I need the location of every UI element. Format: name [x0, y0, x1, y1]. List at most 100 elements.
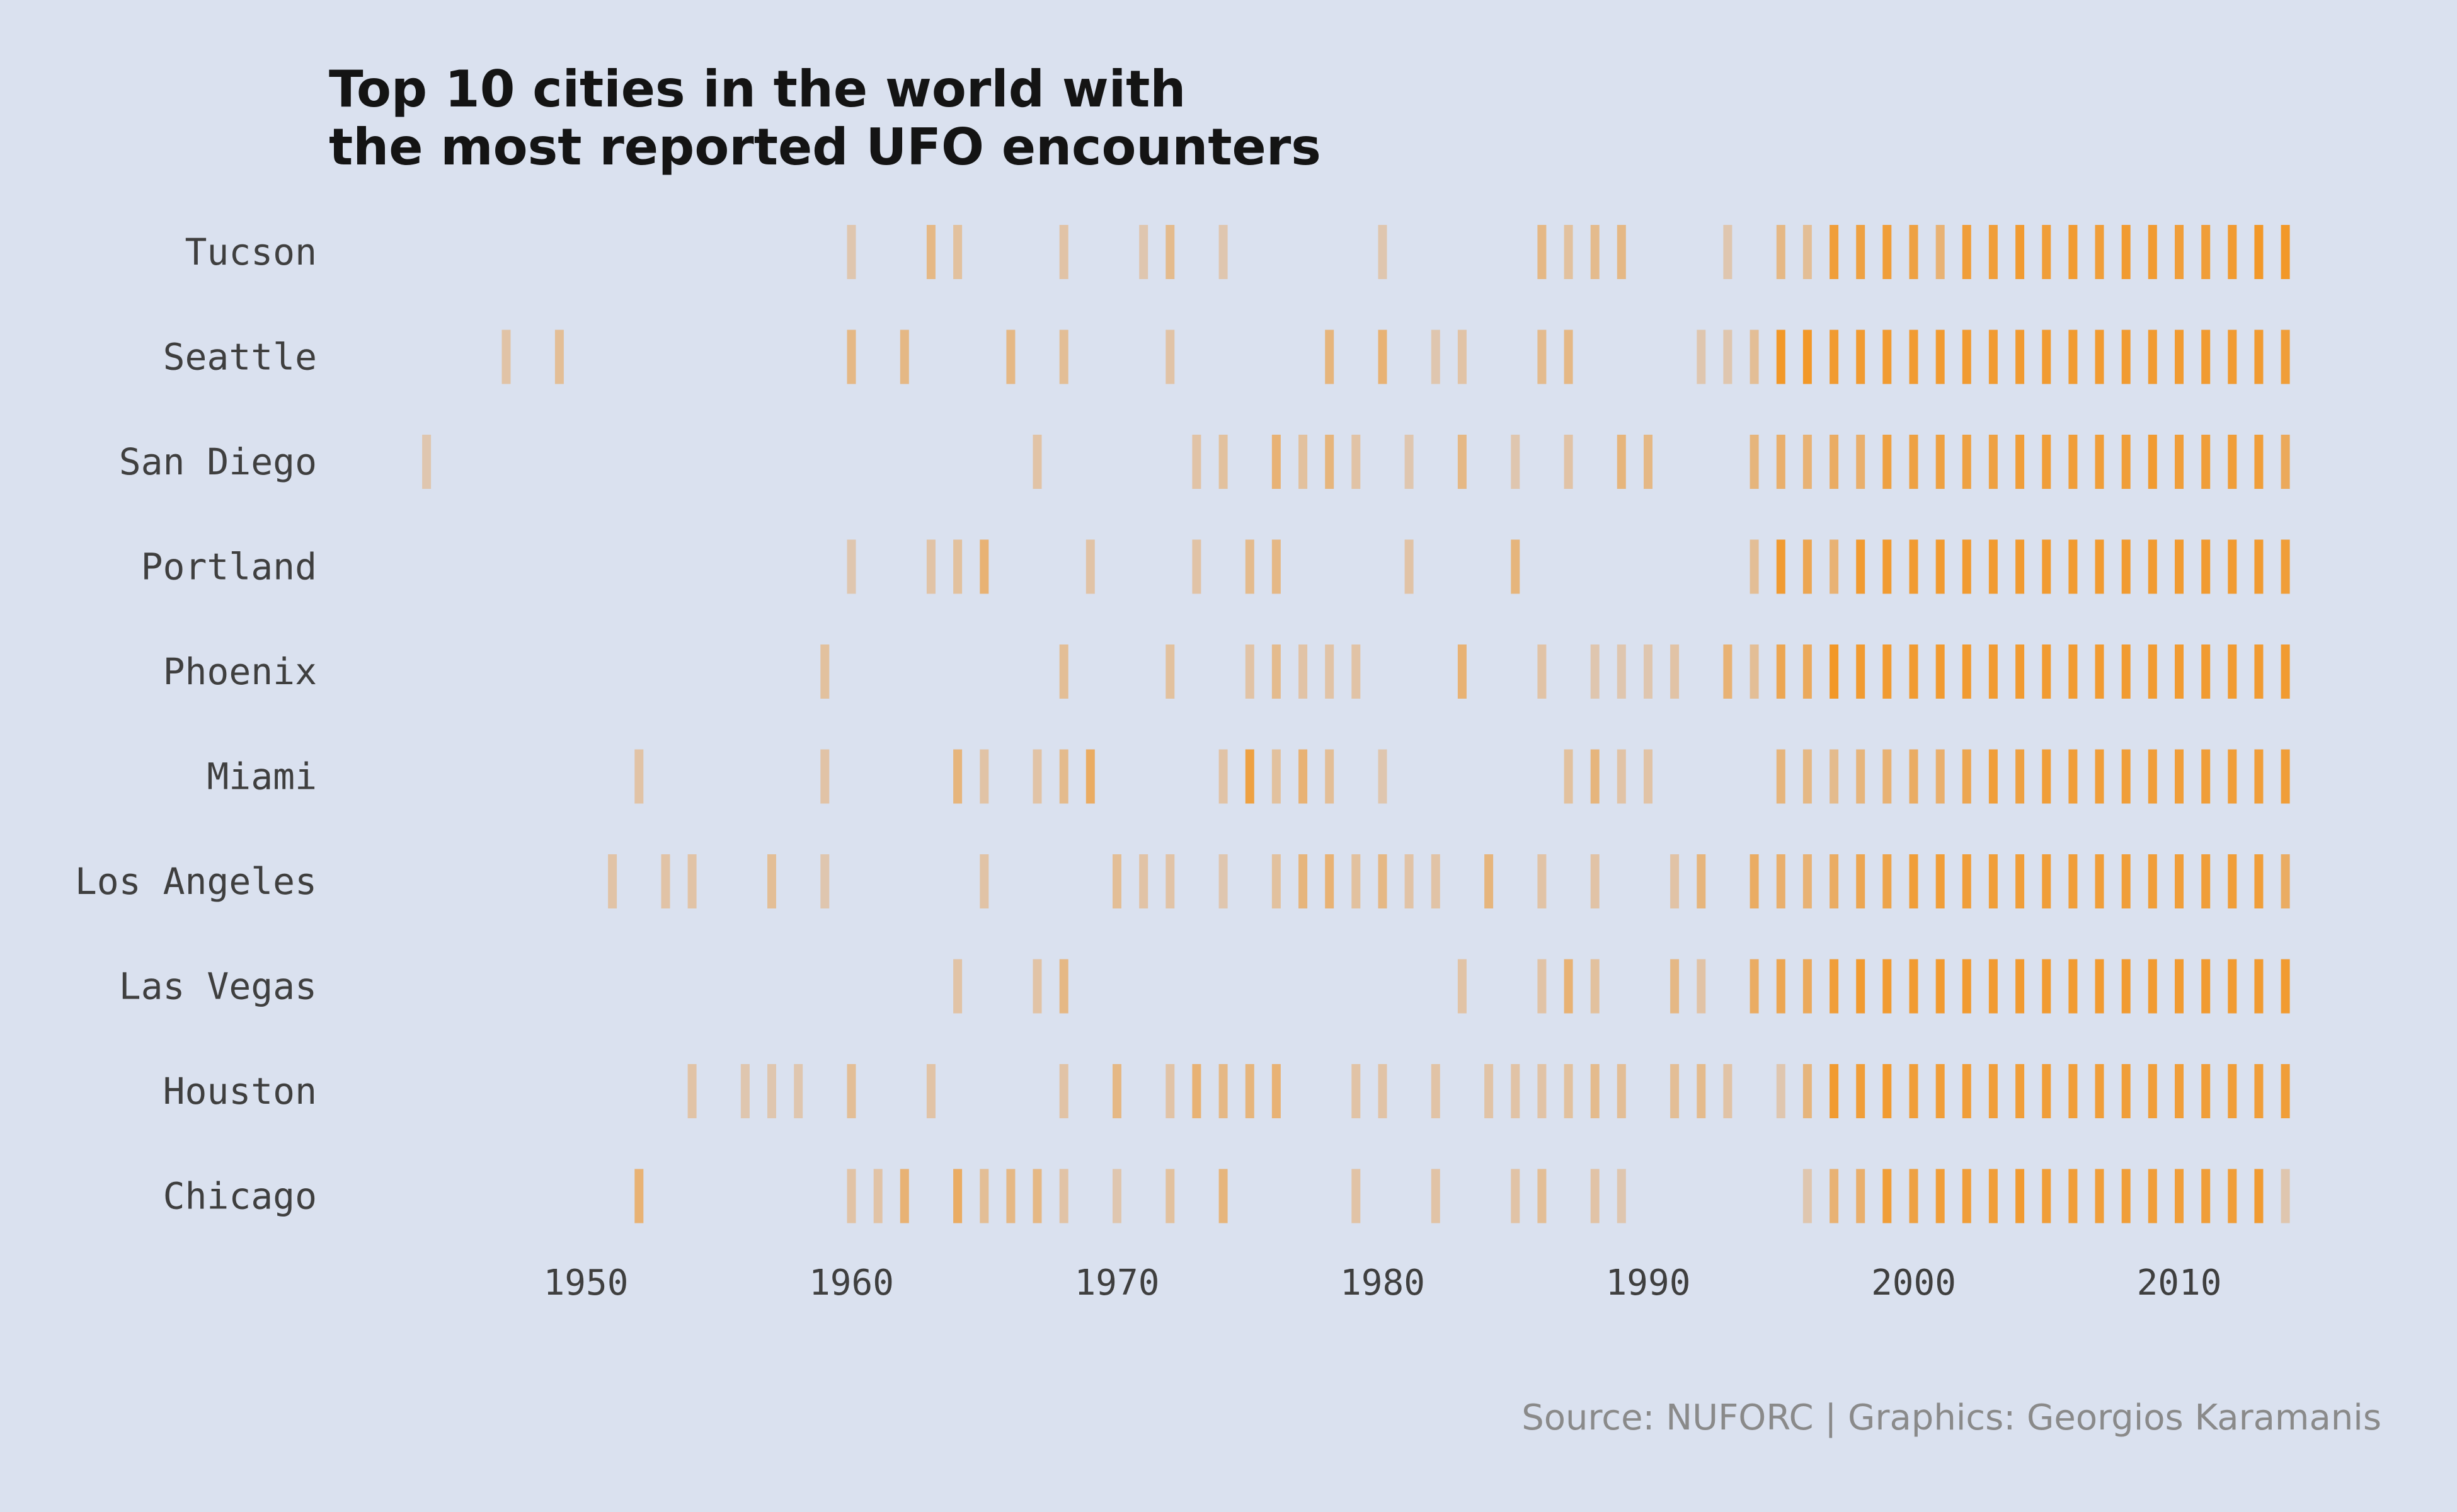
mark-miami-1998: [1856, 749, 1865, 804]
mark-seattle-1962: [900, 329, 909, 384]
mark-miami-1987: [1564, 749, 1573, 804]
mark-chicago-1974: [1218, 1169, 1228, 1223]
mark-chicago-2009: [2148, 1169, 2157, 1223]
mark-portland-1995: [1776, 539, 1785, 594]
mark-los-angeles-1980: [1378, 854, 1387, 908]
strip-row-seattle: [501, 329, 2290, 384]
mark-seattle-1987: [1564, 329, 1573, 384]
mark-seattle-1982: [1431, 329, 1440, 384]
mark-las-vegas-1995: [1776, 959, 1785, 1014]
mark-chicago-2013: [2254, 1169, 2264, 1223]
mark-tucson-2001: [1935, 225, 1945, 279]
mark-phoenix-1995: [1776, 644, 1785, 699]
mark-los-angeles-1979: [1351, 854, 1361, 908]
mark-houston-2012: [2228, 1064, 2237, 1118]
mark-los-angeles-1998: [1856, 854, 1865, 908]
mark-chicago-1967: [1033, 1169, 1042, 1223]
mark-portland-1997: [1830, 539, 1839, 594]
mark-los-angeles-2001: [1935, 854, 1945, 908]
mark-los-angeles-2011: [2201, 854, 2211, 908]
x-tick-label-1970: 1970: [1075, 1263, 1160, 1303]
mark-tucson-1997: [1830, 225, 1839, 279]
mark-las-vegas-1996: [1802, 959, 1812, 1014]
mark-portland-1985: [1511, 539, 1520, 594]
mark-portland-2008: [2121, 539, 2131, 594]
mark-miami-2008: [2121, 749, 2131, 804]
mark-tucson-1968: [1059, 225, 1068, 279]
mark-seattle-2013: [2254, 329, 2264, 384]
city-label-tucson: Tucson: [185, 231, 317, 273]
mark-phoenix-1983: [1457, 644, 1467, 699]
mark-portland-1996: [1802, 539, 1812, 594]
mark-phoenix-2007: [2095, 644, 2104, 699]
mark-los-angeles-2000: [1909, 854, 1918, 908]
mark-miami-2010: [2175, 749, 2184, 804]
mark-chicago-2010: [2175, 1169, 2184, 1223]
mark-tucson-2014: [2281, 225, 2290, 279]
mark-portland-2012: [2228, 539, 2237, 594]
mark-tucson-2013: [2254, 225, 2264, 279]
mark-seattle-2009: [2148, 329, 2157, 384]
mark-san-diego-1995: [1776, 435, 1785, 489]
mark-portland-2009: [2148, 539, 2157, 594]
mark-tucson-1964: [953, 225, 963, 279]
mark-los-angeles-1959: [820, 854, 830, 908]
mark-los-angeles-2006: [2068, 854, 2078, 908]
mark-tucson-1993: [1723, 225, 1732, 279]
mark-las-vegas-2006: [2068, 959, 2078, 1014]
mark-portland-2013: [2254, 539, 2264, 594]
mark-phoenix-2001: [1935, 644, 1945, 699]
x-axis: 1950 1960 1970 1980 1990 2000 2010: [544, 1263, 2222, 1303]
mark-phoenix-1959: [820, 644, 830, 699]
mark-las-vegas-1983: [1457, 959, 1467, 1014]
mark-los-angeles-2004: [2015, 854, 2025, 908]
mark-chicago-1961: [873, 1169, 883, 1223]
mark-los-angeles-1965: [980, 854, 989, 908]
strip-row-chicago: [634, 1169, 2290, 1223]
mark-houston-1992: [1697, 1064, 1706, 1118]
mark-seattle-2012: [2228, 329, 2237, 384]
mark-san-diego-1999: [1882, 435, 1892, 489]
mark-portland-2004: [2015, 539, 2025, 594]
mark-tucson-1972: [1166, 225, 1175, 279]
mark-las-vegas-1991: [1670, 959, 1680, 1014]
mark-los-angeles-1972: [1166, 854, 1175, 908]
mark-las-vegas-2013: [2254, 959, 2264, 1014]
mark-houston-2005: [2042, 1064, 2051, 1118]
mark-seattle-2010: [2175, 329, 2184, 384]
city-label-chicago: Chicago: [163, 1175, 317, 1218]
mark-seattle-1986: [1537, 329, 1547, 384]
mark-seattle-1947: [501, 329, 511, 384]
mark-portland-1973: [1192, 539, 1201, 594]
mark-los-angeles-1978: [1325, 854, 1334, 908]
mark-seattle-2005: [2042, 329, 2051, 384]
mark-las-vegas-2010: [2175, 959, 2184, 1014]
mark-las-vegas-1987: [1564, 959, 1573, 1014]
mark-chicago-2006: [2068, 1169, 2078, 1223]
mark-las-vegas-1998: [1856, 959, 1865, 1014]
mark-san-diego-1977: [1298, 435, 1308, 489]
city-label-portland: Portland: [141, 546, 317, 588]
mark-miami-2013: [2254, 749, 2264, 804]
mark-las-vegas-2000: [1909, 959, 1918, 1014]
mark-las-vegas-1992: [1697, 959, 1706, 1014]
x-tick-label-2000: 2000: [1871, 1263, 1956, 1303]
mark-chicago-2004: [2015, 1169, 2025, 1223]
mark-san-diego-2012: [2228, 435, 2237, 489]
mark-los-angeles-1974: [1218, 854, 1228, 908]
strip-row-los-angeles: [608, 854, 2290, 908]
mark-las-vegas-1968: [1059, 959, 1068, 1014]
mark-tucson-1980: [1378, 225, 1387, 279]
strip-row-san-diego: [422, 435, 2290, 489]
mark-miami-2014: [2281, 749, 2290, 804]
mark-tucson-2011: [2201, 225, 2211, 279]
mark-portland-1981: [1404, 539, 1414, 594]
mark-san-diego-1990: [1644, 435, 1652, 489]
mark-seattle-1966: [1006, 329, 1016, 384]
mark-houston-2010: [2175, 1064, 2184, 1118]
mark-chicago-2011: [2201, 1169, 2211, 1223]
mark-las-vegas-1994: [1750, 959, 1759, 1014]
mark-tucson-1998: [1856, 225, 1865, 279]
mark-los-angeles-1997: [1830, 854, 1839, 908]
